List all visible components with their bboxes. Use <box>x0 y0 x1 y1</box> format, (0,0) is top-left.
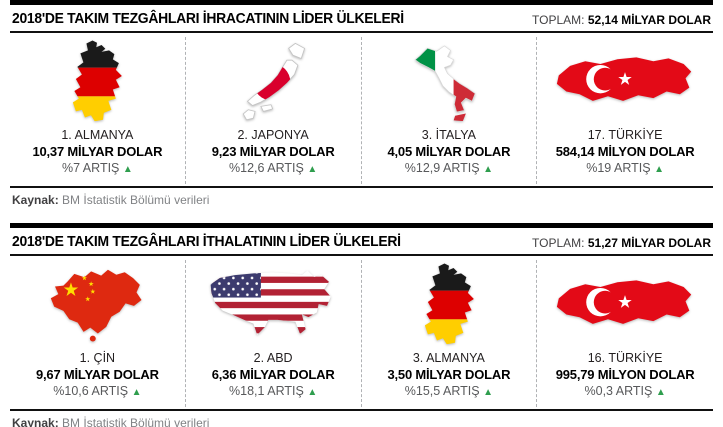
total-label: TOPLAM: <box>532 13 585 27</box>
country-change-text: %15,5 ARTIŞ <box>404 384 480 398</box>
up-triangle-icon: ▲ <box>131 387 142 398</box>
imports-header: 2018'DE TAKIM TEZGÂHLARI İTHALATININ LİD… <box>10 228 713 256</box>
country-change: %10,6 ARTIŞ ▲ <box>14 383 181 401</box>
imports-section: 2018'DE TAKIM TEZGÂHLARI İTHALATININ LİD… <box>10 223 713 427</box>
total-value: 51,27 MİLYAR DOLAR <box>587 236 711 250</box>
source-label: Kaynak: <box>12 416 59 427</box>
country-value: 3,50 MİLYAR DOLAR <box>387 367 511 382</box>
italy-flag-map-icon <box>366 39 533 125</box>
source-text: BM İstatistik Bölümü verileri <box>62 193 210 207</box>
section-total: TOPLAM: 52,14 MİLYAR DOLAR <box>532 13 711 27</box>
usa-flag-map-icon <box>190 262 357 348</box>
imports-country-grid: 1. ÇİN 9,67 MİLYAR DOLAR %10,6 ARTIŞ ▲ <box>10 260 713 407</box>
country-change-text: %7 ARTIŞ <box>61 161 120 175</box>
section-title: 2018'DE TAKIM TEZGÂHLARI İTHALATININ LİD… <box>12 234 401 250</box>
up-triangle-icon: ▲ <box>307 387 318 398</box>
exports-section: 2018'DE TAKIM TEZGÂHLARI İHRACATININ LİD… <box>10 0 713 214</box>
country-card-italy: 3. İTALYA 4,05 MİLYAR DOLAR %12,9 ARTIŞ … <box>362 37 538 184</box>
country-value: 995,79 MİLYON DOLAR <box>555 367 695 382</box>
country-value: 9,23 MİLYAR DOLAR <box>211 144 335 159</box>
germany-flag-map-icon <box>14 39 181 125</box>
country-value: 4,05 MİLYAR DOLAR <box>387 144 511 159</box>
china-flag-map-icon <box>14 262 181 348</box>
country-card-turkey: 17. TÜRKİYE 584,14 MİLYON DOLAR %19 ARTI… <box>537 37 713 184</box>
country-change-text: %0,3 ARTIŞ <box>584 384 653 398</box>
section-top-rule <box>10 223 713 228</box>
source-line: Kaynak: BM İstatistik Bölümü verileri <box>10 409 713 427</box>
country-rank-name: 16. TÜRKİYE <box>587 351 663 365</box>
up-triangle-icon: ▲ <box>654 164 665 175</box>
germany-flag-map-icon <box>366 262 533 348</box>
country-rank-name: 1. ALMANYA <box>61 128 134 142</box>
country-rank-name: 3. ALMANYA <box>412 351 485 365</box>
country-value: 584,14 MİLYON DOLAR <box>555 144 695 159</box>
country-change-text: %12,6 ARTIŞ <box>229 161 304 175</box>
section-title: 2018'DE TAKIM TEZGÂHLARI İHRACATININ LİD… <box>12 11 404 27</box>
source-text: BM İstatistik Bölümü verileri <box>62 416 210 427</box>
section-top-rule <box>10 0 713 5</box>
country-rank-name: 2. JAPONYA <box>237 128 309 142</box>
country-rank-name: 2. ABD <box>253 351 293 365</box>
up-triangle-icon: ▲ <box>307 164 318 175</box>
country-card-turkey: 16. TÜRKİYE 995,79 MİLYON DOLAR %0,3 ART… <box>537 260 713 407</box>
exports-header: 2018'DE TAKIM TEZGÂHLARI İHRACATININ LİD… <box>10 5 713 33</box>
country-value: 6,36 MİLYAR DOLAR <box>211 367 335 382</box>
country-change-text: %10,6 ARTIŞ <box>53 384 129 398</box>
country-rank-name: 1. ÇİN <box>79 351 116 365</box>
up-triangle-icon: ▲ <box>655 387 666 398</box>
source-line: Kaynak: BM İstatistik Bölümü verileri <box>10 186 713 214</box>
country-change: %0,3 ARTIŞ ▲ <box>541 383 709 401</box>
up-triangle-icon: ▲ <box>122 164 133 175</box>
exports-country-grid: 1. ALMANYA 10,37 MİLYAR DOLAR %7 ARTIŞ ▲ <box>10 37 713 184</box>
country-rank-name: 17. TÜRKİYE <box>587 128 663 142</box>
country-rank-name: 3. İTALYA <box>421 128 476 142</box>
country-change: %7 ARTIŞ ▲ <box>14 160 181 178</box>
country-card-usa: 2. ABD 6,36 MİLYAR DOLAR %18,1 ARTIŞ ▲ <box>186 260 362 407</box>
country-change: %15,5 ARTIŞ ▲ <box>366 383 533 401</box>
country-value: 10,37 MİLYAR DOLAR <box>32 144 163 159</box>
country-change: %12,6 ARTIŞ ▲ <box>190 160 357 178</box>
up-triangle-icon: ▲ <box>483 164 493 175</box>
country-change: %12,9 ARTIŞ ▲ <box>366 160 533 178</box>
country-change: %18,1 ARTIŞ ▲ <box>190 383 357 401</box>
country-change-text: %12,9 ARTIŞ <box>404 161 480 175</box>
country-card-japan: 2. JAPONYA 9,23 MİLYAR DOLAR %12,6 ARTIŞ… <box>186 37 362 184</box>
country-change-text: %19 ARTIŞ <box>586 161 651 175</box>
country-change-text: %18,1 ARTIŞ <box>229 384 304 398</box>
up-triangle-icon: ▲ <box>483 387 493 398</box>
country-card-germany: 3. ALMANYA 3,50 MİLYAR DOLAR %15,5 ARTIŞ… <box>362 260 538 407</box>
source-label: Kaynak: <box>12 193 59 207</box>
country-value: 9,67 MİLYAR DOLAR <box>35 367 159 382</box>
japan-flag-map-icon <box>190 39 357 125</box>
turkey-flag-map-icon <box>541 39 709 125</box>
country-card-china: 1. ÇİN 9,67 MİLYAR DOLAR %10,6 ARTIŞ ▲ <box>10 260 186 407</box>
country-card-germany: 1. ALMANYA 10,37 MİLYAR DOLAR %7 ARTIŞ ▲ <box>10 37 186 184</box>
total-value: 52,14 MİLYAR DOLAR <box>587 13 711 27</box>
country-change: %19 ARTIŞ ▲ <box>541 160 709 178</box>
turkey-flag-map-icon <box>541 262 709 348</box>
section-total: TOPLAM: 51,27 MİLYAR DOLAR <box>532 236 711 250</box>
total-label: TOPLAM: <box>532 236 585 250</box>
